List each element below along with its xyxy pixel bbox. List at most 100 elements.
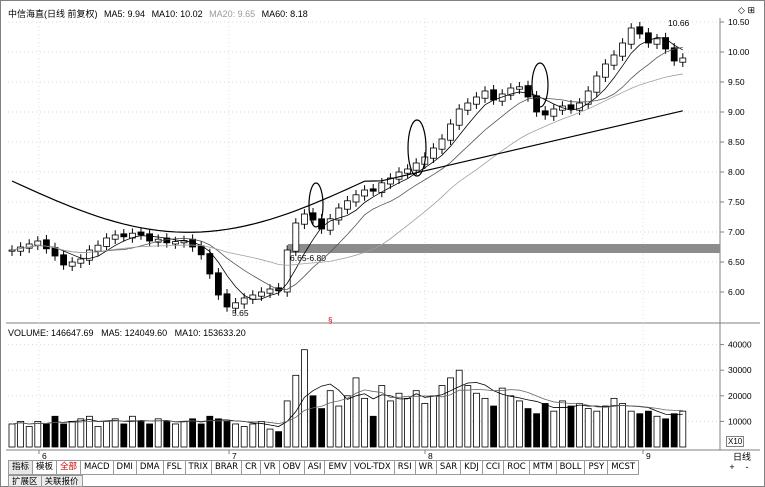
volume-bar: [326, 390, 334, 448]
indicator-tab[interactable]: WR: [414, 460, 437, 475]
price-tick-label: 10.50: [728, 17, 750, 27]
indicator-tab[interactable]: 模板: [32, 460, 58, 475]
price-tick-label: 9.00: [728, 107, 745, 117]
indicator-tab[interactable]: SAR: [435, 460, 462, 475]
volume-bar: [51, 415, 59, 448]
candle-body: [240, 297, 248, 305]
volume-bar: [627, 410, 635, 448]
ma10-line: [11, 46, 683, 291]
candle-body: [283, 249, 291, 293]
candle-body: [8, 249, 16, 252]
indicator-tab[interactable]: BRAR: [210, 460, 243, 475]
indicator-tab[interactable]: BOLL: [555, 460, 586, 475]
highlight-ellipse: [308, 182, 324, 228]
candle-body: [111, 234, 119, 240]
volume-bar: [352, 377, 360, 448]
indicator-tab[interactable]: TRIX: [184, 460, 212, 475]
volume-bar: [472, 392, 480, 448]
volume-bar: [171, 423, 179, 448]
indicator-tab[interactable]: ROC: [503, 460, 530, 475]
volume-bar: [619, 403, 626, 448]
volume-bar: [120, 423, 128, 448]
price-tick-label: 7.00: [728, 227, 745, 237]
candle-body: [627, 27, 635, 45]
volume-ma5: MA5: 124049.60: [101, 328, 168, 338]
candle-body: [43, 239, 50, 250]
candle-body: [171, 241, 179, 245]
period-label[interactable]: 日线: [732, 452, 751, 462]
indicator-tab[interactable]: PSY: [584, 460, 609, 475]
zoom-out-button[interactable]: -: [745, 462, 749, 472]
candle-body: [206, 253, 214, 275]
volume-bar: [189, 418, 197, 448]
volume-bar: [257, 420, 265, 448]
indicator-tab[interactable]: CCI: [481, 460, 505, 475]
support-zone-band: [288, 244, 720, 253]
candle-body: [584, 90, 592, 105]
indicator-tab[interactable]: ASI: [303, 460, 326, 475]
indicator-tab[interactable]: VOL-TDX: [349, 460, 395, 475]
candle-body: [645, 32, 652, 44]
candle-body: [137, 231, 145, 236]
candle-body: [404, 168, 412, 174]
candle-body: [481, 90, 489, 99]
volume-bar: [481, 397, 489, 448]
ma20-line: [11, 73, 683, 266]
volume-bar: [8, 423, 16, 448]
candle-body: [472, 96, 480, 105]
volume-bar: [128, 415, 136, 448]
candle-body: [120, 233, 128, 238]
volume-bar: [111, 418, 119, 448]
volume-scale-tag: X10: [726, 436, 745, 447]
candle-body: [550, 108, 558, 117]
candle-body: [524, 85, 532, 98]
indicator-tab[interactable]: MTM: [528, 460, 557, 475]
indicator-tab[interactable]: 指标: [8, 460, 34, 475]
price-tick-label: 7.50: [728, 197, 745, 207]
volume-bar: [86, 415, 93, 448]
stock-name: 中信海直(日线 前复权): [8, 9, 98, 19]
volume-bar: [197, 423, 205, 448]
candle-body: [498, 93, 506, 102]
indicator-tab[interactable]: MCST: [607, 460, 640, 475]
volume-bar: [249, 423, 257, 448]
related-quote-tab[interactable]: 关联报价: [40, 475, 83, 487]
indicator-tab[interactable]: DMI: [112, 460, 137, 475]
volume-bar: [533, 413, 540, 448]
indicator-tab[interactable]: OBV: [278, 460, 305, 475]
indicator-tab[interactable]: MACD: [80, 460, 114, 475]
volume-bar: [378, 385, 386, 448]
zoom-in-button[interactable]: +: [729, 462, 735, 472]
extension-tab[interactable]: 扩展区: [8, 475, 42, 487]
indicator-tab[interactable]: DMA: [135, 460, 164, 475]
volume-bar: [318, 408, 326, 448]
volume-bar: [180, 420, 188, 448]
indicator-tab[interactable]: EMV: [324, 460, 351, 475]
candle-body: [223, 293, 231, 308]
window-control-icons[interactable]: ◇ ⊞: [738, 5, 755, 15]
indicator-tab[interactable]: VR: [259, 460, 280, 475]
indicator-tab[interactable]: CR: [241, 460, 261, 475]
candle-body: [369, 188, 377, 192]
volume-bar: [679, 410, 687, 448]
volume-bar: [163, 420, 171, 448]
volume-bar: [94, 426, 102, 448]
volume-bar: [490, 405, 498, 448]
indicator-tab[interactable]: FSL: [162, 460, 186, 475]
candle-body: [395, 171, 403, 180]
candle-body: [51, 247, 59, 257]
candle-body: [507, 87, 515, 96]
volume-bar: [541, 403, 549, 448]
candle-body: [300, 213, 308, 225]
indicator-tab[interactable]: KDJ: [460, 460, 483, 475]
candle-body: [60, 254, 67, 266]
indicator-tab-bar: 指标 模板 全部 MACD DMI DMA FSL TRIX BRAR CR VR OBV ASI EMV…: [8, 460, 640, 475]
indicator-tab[interactable]: RSI: [393, 460, 416, 475]
volume-bar: [34, 420, 42, 448]
support-zone-label: 6.65-6.80: [290, 253, 326, 263]
volume-bar: [455, 369, 463, 448]
volume-bar: [154, 418, 162, 448]
candle-body: [378, 182, 386, 193]
indicator-tab[interactable]: 全部: [56, 460, 82, 475]
